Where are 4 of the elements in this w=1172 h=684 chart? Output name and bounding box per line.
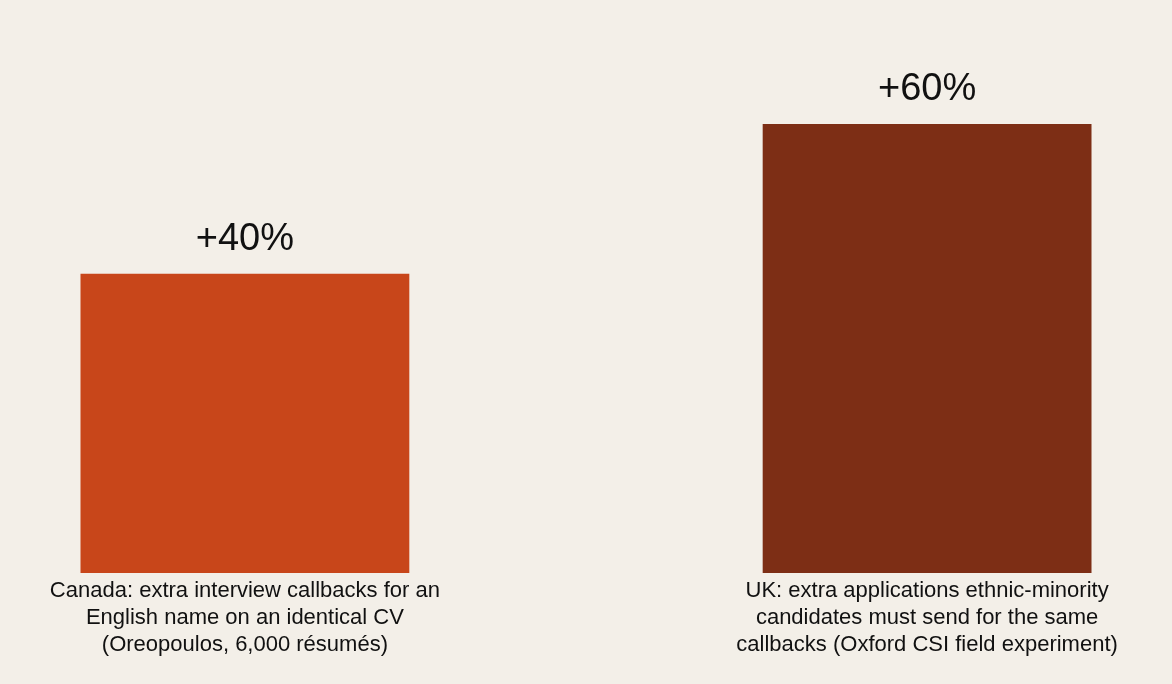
x-tick-label: UK: extra applications ethnic-minority candidates must send for the same callbacks (Oxford CSI field experiment): [736, 576, 1118, 656]
data-label: +40%: [195, 215, 295, 258]
data-label: +60%: [877, 66, 977, 108]
x-tick-label: Canada: extra interview callbacks for an English name on an identical CV (Oreopoulos, 6,000 résumés): [49, 576, 440, 656]
